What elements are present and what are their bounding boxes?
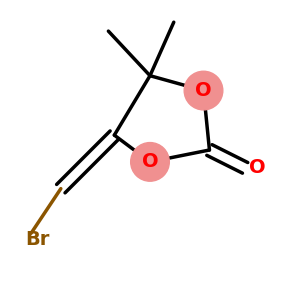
Text: Br: Br — [25, 230, 49, 249]
Text: O: O — [142, 152, 158, 171]
Circle shape — [131, 142, 169, 181]
Circle shape — [184, 71, 223, 110]
Text: O: O — [195, 81, 212, 100]
Text: O: O — [249, 158, 265, 177]
